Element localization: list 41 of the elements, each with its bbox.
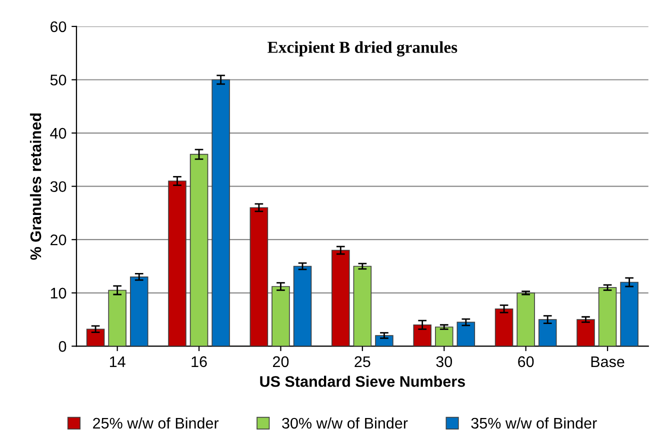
bar: [130, 276, 148, 346]
bar: [168, 180, 186, 346]
bar: [353, 266, 372, 346]
bar: [375, 335, 394, 346]
bar: [86, 328, 105, 346]
y-tick-label: 40: [50, 128, 66, 139]
bar: [494, 308, 514, 346]
y-tick-label: 20: [50, 234, 66, 246]
bar: [456, 322, 476, 346]
legend-label: 30% w/w of Binder: [282, 417, 408, 429]
x-tick-label: 30: [436, 356, 452, 368]
bar: [620, 282, 638, 346]
bar: [516, 292, 535, 346]
x-tick-label: 14: [110, 356, 126, 367]
legend-label: 25% w/w of Binder: [93, 417, 219, 429]
bar: [332, 250, 350, 346]
bar: [108, 290, 126, 346]
bar: [598, 287, 617, 346]
legend-label: 35% w/w of Binder: [471, 417, 597, 429]
y-tick-label: 50: [50, 74, 66, 86]
bar: [212, 79, 230, 346]
text: Excipient B dried granules: [268, 41, 458, 56]
bar: [538, 319, 557, 346]
y-tick-label: 0: [58, 341, 66, 352]
bar: [413, 324, 432, 346]
bar: [576, 319, 595, 346]
y-axis-title: % Granules retained: [30, 113, 42, 260]
bar: [272, 286, 290, 346]
x-tick-label: Base: [591, 356, 624, 368]
x-tick-label: 25: [354, 356, 370, 368]
y-tick-label: 30: [50, 181, 66, 192]
x-tick-label: 16: [192, 356, 207, 368]
y-tick-label: 60: [50, 21, 66, 32]
y-tick-label: 10: [50, 288, 66, 299]
bar: [293, 266, 312, 346]
x-axis-title: US Standard Sieve Numbers: [260, 376, 465, 387]
bar: [250, 207, 268, 346]
x-tick-label: 20: [273, 356, 289, 368]
x-tick-label: 60: [518, 356, 534, 368]
bar: [190, 154, 208, 346]
bar: [434, 326, 454, 346]
